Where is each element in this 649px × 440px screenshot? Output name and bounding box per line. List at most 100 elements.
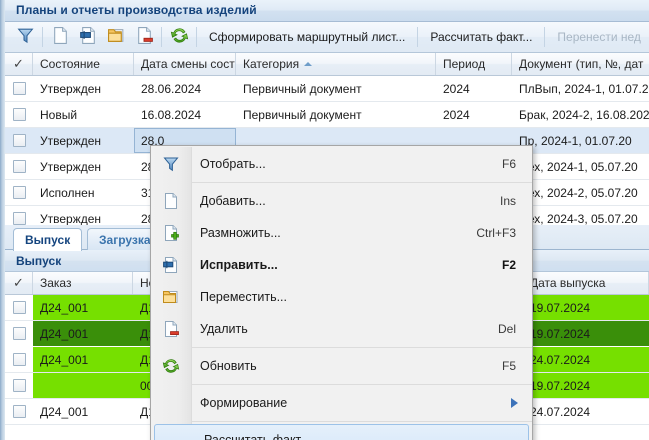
page-title: Планы и отчеты производства изделий [16,3,257,17]
context-menu-separator [191,384,532,385]
row-checkbox[interactable] [12,212,26,225]
toolbar-new-document-button[interactable] [47,24,73,50]
row-checkbox[interactable] [12,186,26,199]
toolbar-refresh-button[interactable] [166,24,192,50]
context-menu-item[interactable]: Формирование [151,387,532,419]
row-checkbox-cell[interactable] [5,76,33,101]
row-checkbox[interactable] [12,353,26,366]
toolbar-text-button-0[interactable]: Сформировать маршрутный лист... [209,30,406,44]
table-cell[interactable]: Цех, 2024-3, 05.07.20 [519,211,638,226]
table-cell[interactable]: ПлВып, 2024-1, 01.07.20 [519,81,649,96]
row-checkbox[interactable] [12,327,26,340]
table-cell[interactable]: Пр, 2024-1, 01.07.20 [519,133,632,148]
table-cell[interactable]: 2024 [443,107,470,122]
context-menu-item-label: Отобрать... [200,157,266,171]
tab-vypusk[interactable]: Выпуск [13,228,83,251]
top-column-header[interactable]: Категория [236,53,436,75]
table-cell[interactable]: Исполнен [40,185,95,200]
row-checkbox[interactable] [12,134,26,147]
table-cell[interactable]: 28.06.2024 [141,81,202,96]
top-column-header[interactable]: Документ (тип, №, дат [512,53,649,75]
submenu-arrow-icon [511,398,518,408]
bottom-column-header[interactable]: Дата выпуска [523,272,649,294]
context-menu-item-label: Обновить [200,359,257,373]
bottom-column-header[interactable]: Заказ [33,272,133,294]
table-cell[interactable]: 2024 [443,81,470,96]
edit-document-icon [151,256,191,274]
table-cell[interactable]: Утвержден [40,81,102,96]
row-checkbox-cell[interactable] [5,180,33,205]
row-checkbox-cell[interactable] [5,373,33,398]
table-cell[interactable]: Брак, 2024-2, 16.08.202 [519,107,649,122]
toolbar-move-folder-button[interactable] [103,24,129,50]
copy-document-icon [151,224,191,242]
bottom-column-header[interactable]: ✓ [5,272,33,294]
toolbar-filter-button[interactable] [12,24,38,50]
row-checkbox-cell[interactable] [5,128,33,153]
context-menu-item[interactable]: Размножить... Ctrl+F3 [151,217,532,249]
table-cell[interactable]: Цех, 2024-2, 05.07.20 [519,185,638,200]
table-cell[interactable]: 19.07.2024 [523,295,649,320]
row-checkbox[interactable] [12,379,26,392]
table-cell[interactable]: Цех, 2024-1, 05.07.20 [519,159,638,174]
context-menu-item[interactable]: Обновить F5 [151,350,532,382]
row-checkbox[interactable] [12,160,26,173]
context-menu-item[interactable]: Исправить... F2 [151,249,532,281]
row-checkbox-cell[interactable] [5,102,33,127]
table-cell[interactable]: 24.07.2024 [523,347,649,372]
table-cell[interactable]: 19.07.2024 [523,321,649,346]
table-cell[interactable]: 19.07.2024 [523,373,649,398]
table-cell[interactable]: 24.07.2024 [530,404,591,419]
toolbar-text-button-2: Перенести нед [557,30,641,44]
tab-zagruzka[interactable]: Загрузка [87,228,163,250]
table-cell[interactable]: Д24_001 [33,295,133,320]
context-menu[interactable]: Отобрать... F6 Добавить... Ins Размножить...… [150,145,533,440]
table-row[interactable]: Утвержден 28.0 Пр, 2024-1, 01.07.20 [5,128,649,154]
table-cell[interactable]: Утвержден [40,211,102,226]
table-cell[interactable]: Утвержден [40,133,102,148]
top-column-header-label: Состояние [40,57,100,71]
row-checkbox[interactable] [12,301,26,314]
row-checkbox-cell[interactable] [5,399,33,424]
row-checkbox[interactable] [12,82,26,95]
table-row[interactable]: Новый 16.08.2024 Первичный документ 2024 Бра… [5,102,649,128]
table-cell[interactable]: 16.08.2024 [141,107,202,122]
toolbar-edit-document-button[interactable] [75,24,101,50]
top-column-header[interactable]: Период [436,53,512,75]
toolbar-separator [42,27,43,47]
toolbar-delete-document-button[interactable] [131,24,157,50]
context-menu-item-label: Добавить... [200,194,266,208]
row-checkbox-cell[interactable] [5,295,33,320]
row-checkbox[interactable] [12,108,26,121]
top-column-header[interactable]: ✓ [5,53,33,75]
context-menu-item[interactable]: Удалить Del [151,313,532,345]
table-cell[interactable]: Утвержден [40,159,102,174]
context-menu-item-label: Переместить... [200,290,287,304]
top-column-header[interactable]: Состояние [33,53,134,75]
top-column-header[interactable]: Дата смены сост [134,53,236,75]
table-cell[interactable]: Первичный документ [243,81,362,96]
row-checkbox-cell[interactable] [5,347,33,372]
table-cell[interactable]: Д24_001 [33,321,133,346]
table-cell[interactable]: Первичный документ [243,107,362,122]
context-menu-item-label: Исправить... [200,258,278,272]
context-menu-item[interactable]: Добавить... Ins [151,185,532,217]
row-checkbox-cell[interactable] [5,321,33,346]
context-menu-item-shortcut: Ins [499,194,516,208]
table-cell[interactable] [33,373,133,398]
table-row[interactable]: Утвержден 28.06.2024 Первичный документ 202… [5,76,649,102]
table-cell[interactable]: Новый [40,107,78,122]
bottom-column-header-label: Дата выпуска [530,276,606,290]
context-menu-item[interactable]: Переместить... [151,281,532,313]
row-checkbox-cell[interactable] [5,154,33,179]
table-cell[interactable]: Д24_001 [40,404,89,419]
table-cell[interactable]: Д24_001 [33,347,133,372]
toolbar-separator [161,27,162,47]
row-checkbox[interactable] [12,405,26,418]
context-menu-item[interactable]: Отобрать... F6 [151,148,532,180]
row-checkbox-cell[interactable] [5,206,33,225]
top-column-header-label: Категория [243,57,300,71]
context-menu-item[interactable]: Рассчитать факт... [154,424,529,440]
toolbar-text-button-1[interactable]: Рассчитать факт... [430,30,533,44]
delete-document-icon [151,320,191,338]
